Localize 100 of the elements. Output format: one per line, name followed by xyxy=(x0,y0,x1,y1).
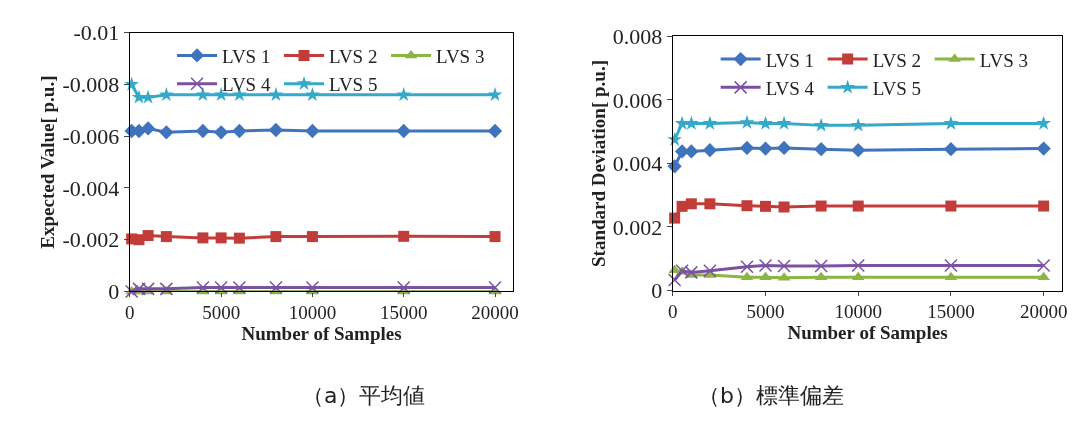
point xyxy=(133,234,145,246)
point xyxy=(124,284,139,299)
point xyxy=(197,232,209,244)
y-axis-title: Standard Deviation[ p.u.] xyxy=(587,60,609,267)
point xyxy=(739,140,755,156)
point xyxy=(124,76,139,91)
point xyxy=(159,87,174,102)
y-tick-label: 0.004 xyxy=(612,151,663,177)
point xyxy=(814,142,829,157)
legend-label: LVS 1 xyxy=(765,49,815,71)
point xyxy=(232,280,247,295)
x-tick-label: 10000 xyxy=(288,302,337,324)
x-tick-label: 15000 xyxy=(927,301,975,323)
point xyxy=(684,115,699,130)
y-axis-title: Expected Value[ p.u.] xyxy=(37,75,59,249)
point xyxy=(851,258,865,273)
y-tick-label: 0.006 xyxy=(612,87,663,113)
point xyxy=(396,280,411,295)
point xyxy=(702,115,718,130)
point xyxy=(142,230,154,242)
point xyxy=(815,200,827,212)
point xyxy=(852,200,864,212)
point xyxy=(850,117,866,132)
x-tick-label: 10000 xyxy=(834,301,882,323)
point xyxy=(778,201,790,213)
point xyxy=(776,115,792,130)
point xyxy=(943,142,959,157)
x-tick-label: 5000 xyxy=(202,302,241,324)
y-tick-label: -0.004 xyxy=(62,175,120,201)
legend-label: LVS 5 xyxy=(872,77,922,99)
point xyxy=(306,231,318,243)
legend-label: LVS 4 xyxy=(765,77,815,99)
legend-label: LVS 3 xyxy=(979,49,1029,71)
y-tick-label: 0.002 xyxy=(612,214,663,240)
x-tick-label: 0 xyxy=(668,301,678,323)
point xyxy=(305,123,320,139)
point xyxy=(396,123,411,139)
point xyxy=(777,259,791,273)
point xyxy=(1036,258,1051,273)
point xyxy=(196,280,210,295)
point xyxy=(270,231,282,243)
y-tick-label: -0.002 xyxy=(62,227,120,253)
point xyxy=(758,141,773,156)
point xyxy=(741,200,753,212)
text: （b）標準偏差 xyxy=(698,383,844,408)
y-tick-label: -0.01 xyxy=(73,20,120,46)
y-tick-label: 0.008 xyxy=(612,24,663,50)
point xyxy=(943,115,959,130)
point xyxy=(268,122,284,138)
y-tick-label: -0.006 xyxy=(62,123,120,149)
point xyxy=(667,131,682,146)
point xyxy=(945,200,957,212)
point xyxy=(667,159,682,174)
point xyxy=(195,87,211,102)
point xyxy=(758,115,773,130)
y-tick-label: 0 xyxy=(108,279,120,305)
point xyxy=(851,142,866,158)
point xyxy=(398,230,410,242)
point xyxy=(740,259,754,274)
legend-label: LVS 1 xyxy=(222,45,271,67)
y-tick-label: -0.008 xyxy=(62,72,120,98)
point xyxy=(215,232,227,244)
y-tick-label: 0 xyxy=(651,278,663,304)
point xyxy=(488,280,502,295)
x-tick-label: 20000 xyxy=(1019,301,1068,323)
point xyxy=(269,280,283,295)
point xyxy=(684,144,699,159)
point xyxy=(814,259,828,273)
legend-label: LVS 2 xyxy=(872,49,922,71)
point xyxy=(489,231,501,243)
point xyxy=(233,232,245,244)
point xyxy=(195,123,211,139)
legend-label: LVS 4 xyxy=(222,74,271,96)
point xyxy=(232,123,247,139)
point xyxy=(213,125,229,140)
point xyxy=(140,121,156,136)
x-axis-title: Number of Samples xyxy=(241,323,402,345)
point xyxy=(396,87,412,102)
point xyxy=(685,198,697,210)
x-tick-label: 15000 xyxy=(379,302,428,324)
point xyxy=(1036,115,1051,130)
point xyxy=(1038,200,1050,212)
point xyxy=(704,198,716,210)
text: （a）平均値 xyxy=(302,383,426,408)
point xyxy=(667,273,682,287)
point xyxy=(669,212,681,224)
point xyxy=(739,114,755,129)
legend-label: LVS 5 xyxy=(329,74,378,96)
point xyxy=(702,142,718,158)
legend-label: LVS 2 xyxy=(329,45,378,67)
point xyxy=(703,264,717,278)
point xyxy=(944,258,958,273)
point xyxy=(305,280,320,295)
point xyxy=(159,125,174,140)
point xyxy=(487,123,503,139)
point xyxy=(305,87,320,102)
point xyxy=(160,231,172,243)
point xyxy=(758,258,773,273)
point xyxy=(214,280,228,295)
legend-label: LVS 3 xyxy=(436,45,485,67)
